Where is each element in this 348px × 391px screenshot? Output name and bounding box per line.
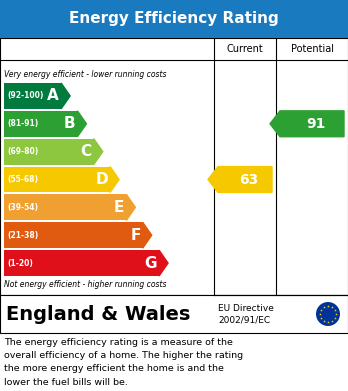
Text: (69-80): (69-80) bbox=[7, 147, 38, 156]
Text: The energy efficiency rating is a measure of the
overall efficiency of a home. T: The energy efficiency rating is a measur… bbox=[4, 338, 243, 387]
Bar bbox=[4, 139, 94, 165]
Text: (21-38): (21-38) bbox=[7, 231, 38, 240]
Text: Not energy efficient - higher running costs: Not energy efficient - higher running co… bbox=[4, 280, 166, 289]
Bar bbox=[0, 38, 348, 295]
Text: EU Directive
2002/91/EC: EU Directive 2002/91/EC bbox=[218, 303, 274, 325]
Polygon shape bbox=[110, 167, 119, 192]
Polygon shape bbox=[78, 111, 86, 137]
Text: (39-54): (39-54) bbox=[7, 203, 38, 212]
Bar bbox=[4, 111, 78, 137]
Polygon shape bbox=[159, 250, 168, 276]
Text: B: B bbox=[64, 116, 76, 131]
Bar bbox=[0, 0, 348, 38]
Text: Energy Efficiency Rating: Energy Efficiency Rating bbox=[69, 11, 279, 27]
Text: 91: 91 bbox=[306, 117, 326, 131]
Bar bbox=[4, 250, 159, 276]
Polygon shape bbox=[94, 139, 103, 165]
Text: F: F bbox=[130, 228, 141, 243]
Text: 63: 63 bbox=[239, 172, 259, 187]
Text: Current: Current bbox=[227, 44, 263, 54]
Text: D: D bbox=[95, 172, 108, 187]
Polygon shape bbox=[208, 167, 272, 192]
Text: (81-91): (81-91) bbox=[7, 119, 38, 128]
Circle shape bbox=[316, 302, 340, 326]
Text: G: G bbox=[144, 256, 157, 271]
Polygon shape bbox=[61, 83, 70, 109]
Bar bbox=[4, 194, 126, 220]
Text: C: C bbox=[81, 144, 92, 159]
Bar bbox=[4, 167, 110, 192]
Bar bbox=[4, 222, 143, 248]
Text: (92-100): (92-100) bbox=[7, 91, 44, 100]
Text: (55-68): (55-68) bbox=[7, 175, 38, 184]
Text: E: E bbox=[114, 200, 124, 215]
Text: (1-20): (1-20) bbox=[7, 258, 33, 267]
Polygon shape bbox=[270, 111, 344, 137]
Text: A: A bbox=[47, 88, 59, 104]
Bar bbox=[4, 83, 61, 109]
Polygon shape bbox=[126, 194, 135, 220]
Text: England & Wales: England & Wales bbox=[6, 305, 190, 323]
Polygon shape bbox=[143, 222, 152, 248]
Text: Very energy efficient - lower running costs: Very energy efficient - lower running co… bbox=[4, 70, 166, 79]
Bar bbox=[0, 295, 348, 333]
Text: Potential: Potential bbox=[291, 44, 333, 54]
